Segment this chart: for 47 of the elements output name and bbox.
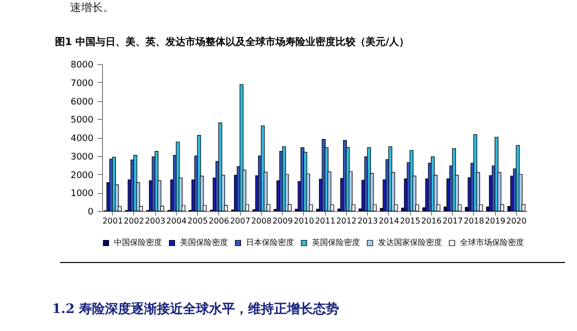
y-tick-label: 8000	[70, 60, 94, 70]
legend-label: 美国保险密度	[180, 238, 228, 247]
x-tick-label: 2015	[400, 216, 420, 226]
legend-label: 中国保险密度	[114, 238, 162, 247]
x-tick-label: 2018	[464, 216, 484, 226]
x-tick-label: 2001	[102, 216, 123, 226]
legend-label: 发达国家保险密度	[378, 238, 442, 247]
y-tick-label: 3000	[70, 152, 94, 162]
x-tick-label: 2003	[144, 216, 166, 226]
x-tick-label: 2007	[230, 216, 250, 226]
x-tick-label: 2011	[314, 216, 336, 226]
y-tick-label: 0	[88, 208, 94, 218]
chart-title: 图1 中国与日、美、英、发达市场整体以及全球市场寿险业密度比较（美元/人）	[55, 36, 410, 49]
bar	[112, 156, 116, 212]
y-tick-label: 6000	[70, 97, 94, 108]
bar	[240, 84, 244, 212]
x-tick-label: 2014	[378, 216, 400, 226]
y-tick-label: 5000	[70, 116, 94, 126]
x-tick-label: 2017	[442, 216, 463, 226]
x-tick-label: 2005	[187, 216, 208, 226]
bar	[494, 136, 498, 212]
y-tick-label: 7000	[70, 78, 94, 89]
legend-label: 全球市场保险密度	[460, 238, 524, 247]
bar	[197, 134, 201, 212]
x-tick-label: 2019	[484, 216, 506, 226]
bar	[154, 150, 158, 212]
x-tick-label: 2020	[506, 216, 527, 226]
legend-label: 英国保险密度	[312, 238, 360, 247]
bar	[282, 146, 286, 212]
text: 1.2 寿险深度逐渐接近全球水平，维持正增长态势	[52, 300, 340, 318]
x-tick-label: 2016	[421, 216, 442, 226]
bar	[367, 147, 371, 212]
y-tick-label: 4000	[70, 134, 94, 144]
x-tick-label: 2002	[124, 216, 144, 226]
text: 速增长。	[70, 1, 114, 14]
legend-label: 日本保险密度	[246, 238, 294, 247]
bar	[410, 150, 414, 212]
x-tick-label: 2012	[336, 216, 357, 226]
x-tick-label: 2013	[357, 216, 378, 226]
x-tick-label: 2009	[272, 216, 293, 226]
y-tick-label: 2000	[70, 170, 94, 181]
x-tick-label: 2006	[208, 216, 230, 226]
x-tick-label: 2004	[166, 216, 187, 226]
x-tick-label: 2008	[251, 216, 272, 226]
x-tick-label: 2010	[294, 216, 314, 226]
bar	[452, 148, 456, 212]
y-tick-label: 1000	[70, 189, 94, 200]
